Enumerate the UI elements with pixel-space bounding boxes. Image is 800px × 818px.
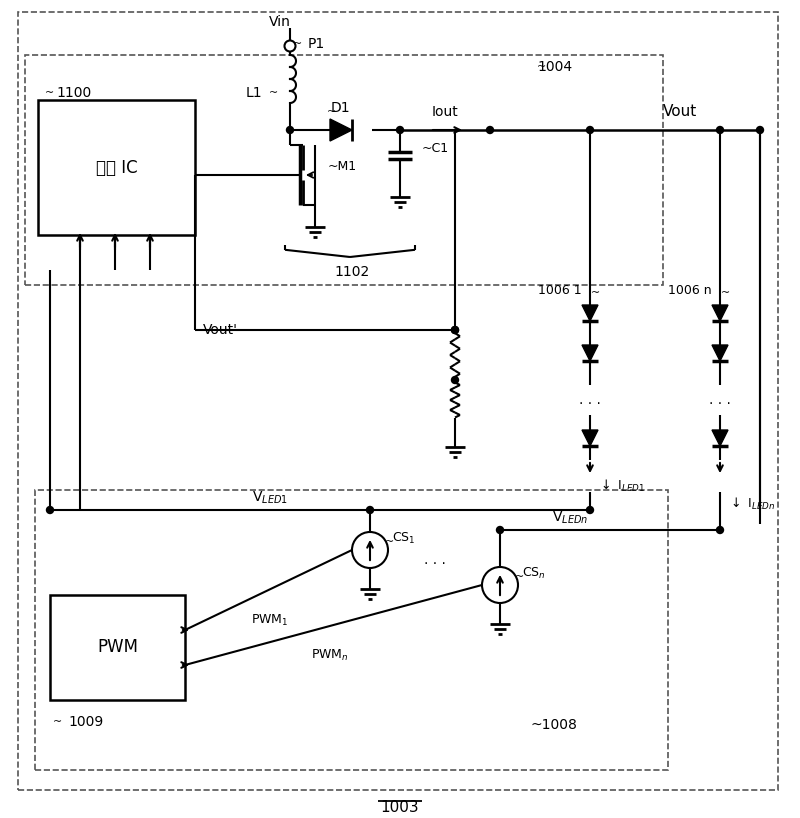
Polygon shape	[712, 305, 728, 321]
Bar	[35, 490, 668, 770]
Circle shape	[717, 527, 723, 533]
Text: L1: L1	[246, 86, 262, 100]
Text: PWM: PWM	[97, 639, 138, 657]
Text: Vout: Vout	[663, 105, 697, 119]
Text: V$_{LEDn}$: V$_{LEDn}$	[552, 510, 588, 526]
Text: ~: ~	[515, 572, 525, 582]
Text: 控制 IC: 控制 IC	[96, 159, 138, 177]
Text: 1004: 1004	[538, 60, 573, 74]
Text: $\downarrow$ I$_{LED1}$: $\downarrow$ I$_{LED1}$	[598, 478, 645, 494]
Text: ~: ~	[386, 537, 394, 547]
Circle shape	[46, 506, 54, 514]
Text: 1003: 1003	[381, 801, 419, 816]
Text: D1: D1	[330, 101, 350, 115]
Text: CS$_n$: CS$_n$	[522, 565, 546, 581]
Text: P1: P1	[308, 37, 326, 51]
Text: 1009: 1009	[68, 715, 103, 729]
Circle shape	[717, 127, 723, 133]
Text: ~: ~	[54, 717, 62, 727]
Circle shape	[586, 506, 594, 514]
Bar	[50, 595, 185, 700]
Text: ~: ~	[538, 62, 546, 72]
Text: ~M1: ~M1	[328, 160, 357, 173]
Polygon shape	[712, 430, 728, 446]
Text: ~1008: ~1008	[530, 718, 577, 732]
Text: . . .: . . .	[424, 553, 446, 567]
Text: ~: ~	[590, 288, 600, 298]
Polygon shape	[712, 345, 728, 361]
Circle shape	[451, 326, 458, 334]
Text: 1102: 1102	[335, 265, 370, 279]
Text: PWM$_n$: PWM$_n$	[311, 648, 349, 663]
Text: . . .: . . .	[709, 393, 731, 407]
Circle shape	[451, 326, 458, 334]
Circle shape	[486, 127, 494, 133]
Polygon shape	[582, 345, 598, 361]
Circle shape	[586, 127, 594, 133]
Bar	[38, 100, 195, 235]
Text: 1006 1: 1006 1	[538, 284, 582, 296]
Circle shape	[451, 376, 458, 384]
Circle shape	[397, 127, 403, 133]
Circle shape	[497, 527, 503, 533]
Circle shape	[757, 127, 763, 133]
Polygon shape	[582, 430, 598, 446]
Text: ~: ~	[46, 88, 54, 98]
Text: 1006 n: 1006 n	[668, 284, 712, 296]
Polygon shape	[330, 119, 352, 141]
Text: CS$_1$: CS$_1$	[392, 530, 415, 546]
Text: Vout': Vout'	[202, 323, 238, 337]
Text: 1100: 1100	[56, 86, 91, 100]
Bar	[25, 55, 663, 285]
Text: . . .: . . .	[579, 393, 601, 407]
Text: Vin: Vin	[269, 15, 291, 29]
Text: PWM$_1$: PWM$_1$	[251, 613, 289, 627]
Text: Iout: Iout	[432, 105, 458, 119]
Text: V$_{LED1}$: V$_{LED1}$	[252, 490, 288, 506]
Text: ~: ~	[270, 88, 278, 98]
Polygon shape	[582, 305, 598, 321]
Circle shape	[366, 506, 374, 514]
Text: ~: ~	[327, 107, 337, 117]
Text: $\downarrow$ I$_{LEDn}$: $\downarrow$ I$_{LEDn}$	[728, 496, 775, 512]
Circle shape	[286, 127, 294, 133]
Text: ~: ~	[294, 39, 302, 49]
Text: ~: ~	[720, 288, 730, 298]
Text: ~C1: ~C1	[422, 142, 449, 155]
